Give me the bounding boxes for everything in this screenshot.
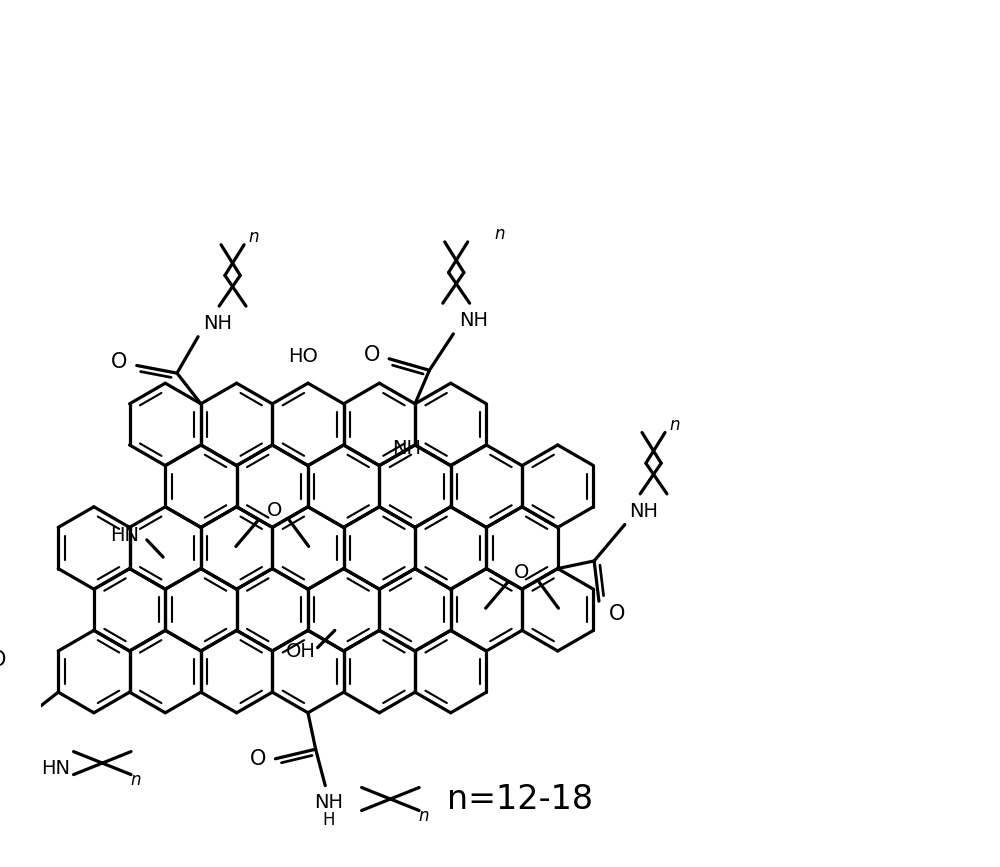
Text: O: O <box>250 749 266 769</box>
Text: NH: NH <box>629 502 658 520</box>
Text: O: O <box>267 501 282 520</box>
Text: $n$: $n$ <box>418 807 430 825</box>
Text: n=12-18: n=12-18 <box>447 783 593 816</box>
Text: NH: NH <box>315 793 344 812</box>
Text: O: O <box>609 603 625 623</box>
Text: $n$: $n$ <box>669 416 680 434</box>
Text: O: O <box>364 345 380 365</box>
Text: HO: HO <box>288 347 318 366</box>
Text: HN: HN <box>110 525 139 544</box>
Text: $n$: $n$ <box>494 225 505 244</box>
Text: O: O <box>0 649 6 669</box>
Text: OH: OH <box>285 642 315 661</box>
Text: O: O <box>514 564 530 583</box>
Text: NH: NH <box>459 311 488 330</box>
Text: HN: HN <box>41 759 70 779</box>
Text: $n$: $n$ <box>248 228 259 246</box>
Text: H: H <box>323 812 335 829</box>
Text: $n$: $n$ <box>130 772 142 789</box>
Text: O: O <box>111 352 128 372</box>
Text: NH: NH <box>203 314 232 333</box>
Text: NH: NH <box>392 439 421 458</box>
